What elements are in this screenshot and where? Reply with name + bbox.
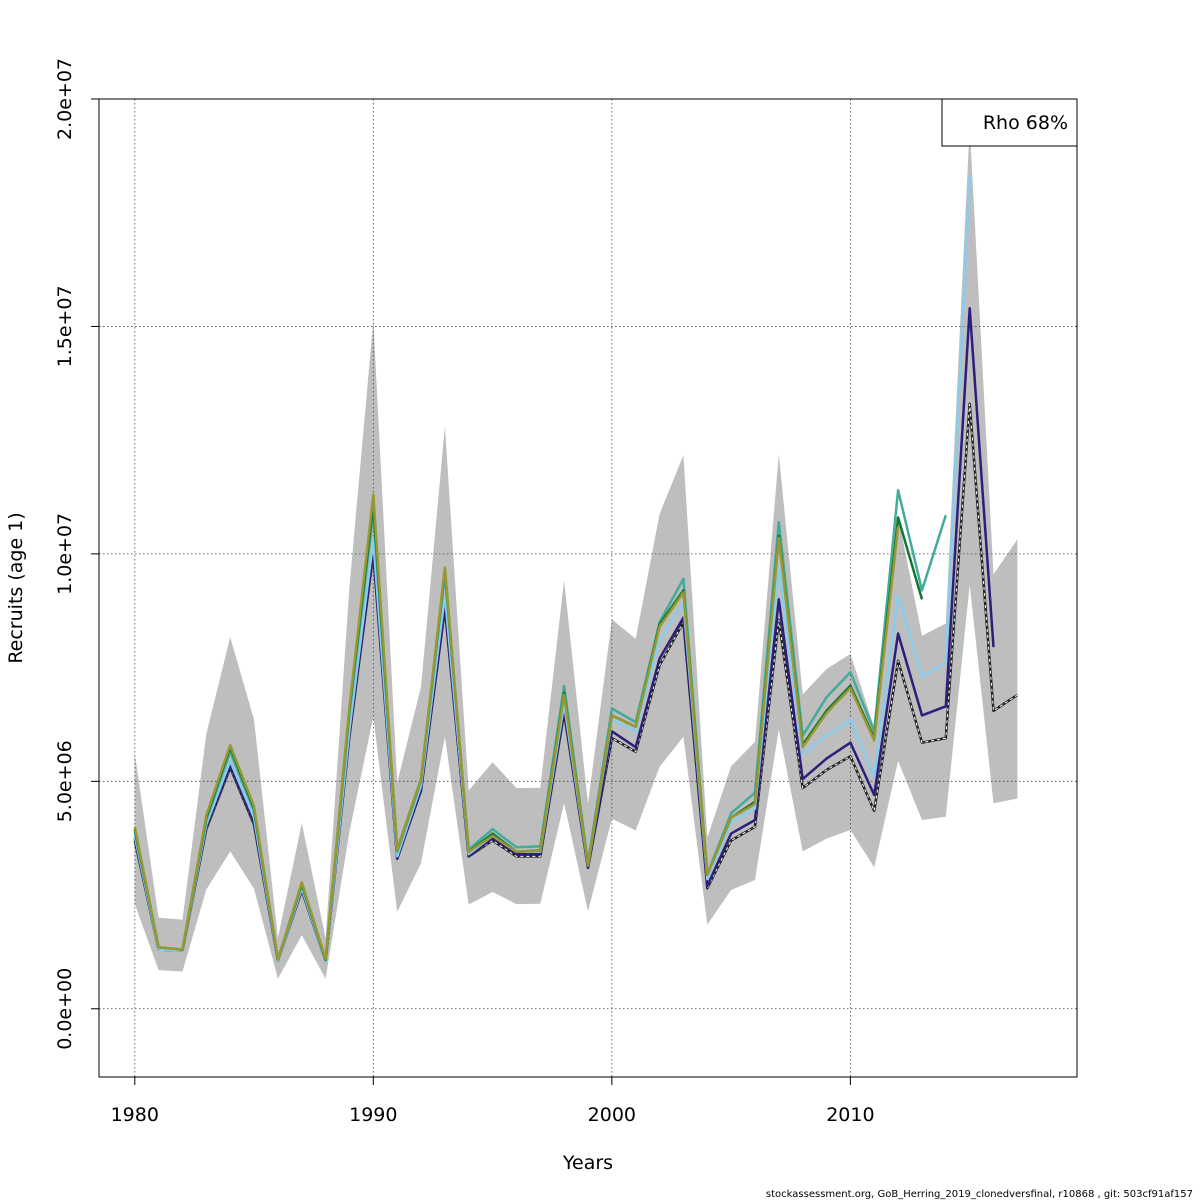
series-line-5 [133,493,900,961]
confidence-band [134,125,1018,979]
y-axis-title: Recruits (age 1) [5,512,27,663]
legend: Rho 68% [941,98,1078,147]
confidence-band-layer [134,125,1018,979]
x-axis: 1980 1990 2000 2010 [111,1077,875,1126]
y-tick-label: 2.0e+07 [54,58,76,140]
x-tick-label: 1990 [349,1104,397,1126]
x-tick-label: 2000 [588,1104,636,1126]
y-axis: 0.0e+00 5.0e+06 1.0e+07 1.5e+07 2.0e+07 [54,58,99,1050]
y-tick-label: 1.0e+07 [54,513,76,595]
x-axis-title: Years [562,1152,613,1174]
x-tick-label: 1980 [111,1104,159,1126]
x-tick-label: 2010 [826,1104,874,1126]
series-layer [133,176,1019,963]
plot-frame [98,98,1078,1078]
y-tick-label: 1.5e+07 [54,285,76,367]
legend-box [941,98,1078,147]
y-tick-label: 5.0e+06 [54,740,76,822]
footer-text: stockassessment.org, GoB_Herring_2019_cl… [766,1189,1193,1200]
legend-label: Rho 68% [983,112,1068,134]
y-tick-label: 0.0e+00 [54,968,76,1050]
series-line-0-dash [134,403,1018,962]
